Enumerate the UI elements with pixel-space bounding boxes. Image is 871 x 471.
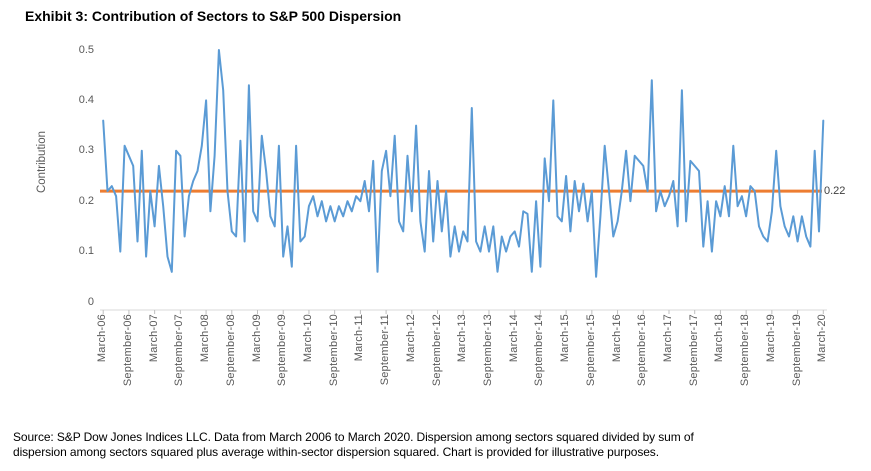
x-tick-label: March-07 [147,314,160,363]
x-tick-label: September-07 [173,314,186,387]
x-tick-label: September-14 [533,314,546,387]
x-tick-label: September-15 [584,314,597,387]
y-tick-label: 0.1 [78,245,94,258]
x-tick-label: September-13 [481,314,494,387]
chart-title: Exhibit 3: Contribution of Sectors to S&… [25,8,402,24]
y-tick-label: 0.4 [78,93,94,106]
x-tick-label: March-06 [96,314,109,363]
y-tick-label: 0.3 [78,144,94,157]
x-tick-label: March-19 [764,314,777,363]
x-tick-label: September-06 [121,314,134,387]
source-note: Source: S&P Dow Jones Indices LLC. Data … [13,430,858,460]
y-tick-label: 0 [87,295,94,308]
x-tick-label: March-14 [507,314,520,363]
x-tick-label: September-10 [327,314,340,387]
x-tick-label: September-11 [379,314,392,386]
x-tick-label: March-15 [559,314,572,363]
x-tick-label: September-19 [790,314,803,387]
x-tick-label: September-17 [687,314,700,387]
x-tick-label: March-08 [199,314,212,363]
x-tick-label: March-11 [353,314,366,362]
x-tick-label: March-09 [250,314,263,363]
x-tick-label: March-20 [816,314,829,363]
y-tick-label: 0.2 [78,194,94,207]
dispersion-line [102,49,825,278]
reference-value-label: 0.22 [824,185,846,198]
x-tick-label: March-13 [456,314,469,363]
x-tick-label: September-16 [636,314,649,387]
source-note-line2: dispersion among sectors squared plus av… [13,445,659,459]
source-note-line1: Source: S&P Dow Jones Indices LLC. Data … [13,430,694,444]
x-tick-label: March-18 [713,314,726,363]
dispersion-chart [100,49,827,314]
y-tick-label: 0.5 [78,43,94,56]
x-tick-label: March-17 [661,314,674,363]
x-tick-label: September-12 [430,314,443,387]
x-tick-label: September-18 [739,314,752,387]
y-axis-title: Contribution [36,131,48,194]
x-tick-label: March-10 [301,314,314,363]
x-tick-label: September-09 [276,314,289,387]
x-tick-label: September-08 [224,314,237,387]
x-tick-label: March-16 [610,314,623,363]
x-tick-label: March-12 [404,314,417,363]
